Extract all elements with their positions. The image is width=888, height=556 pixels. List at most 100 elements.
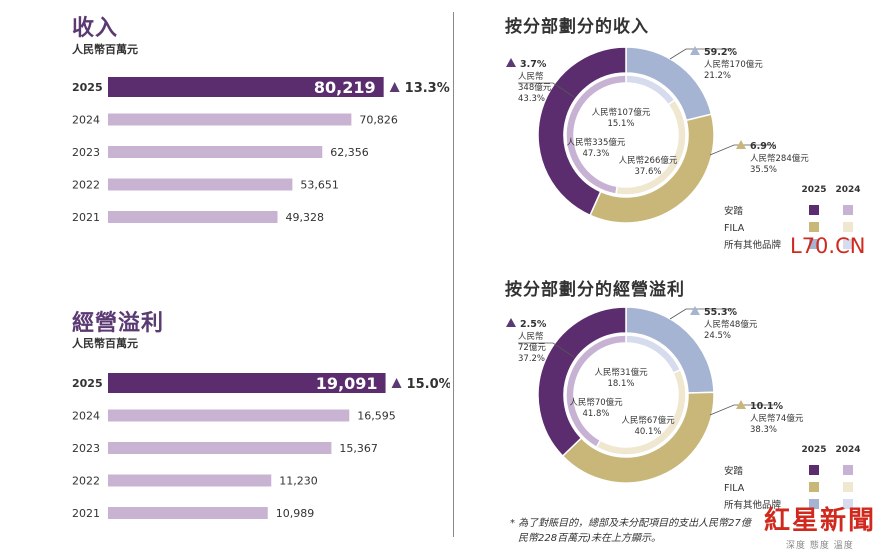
op-profit-value-label-2024: 16,595 [357,410,396,423]
seg-profit-legend-label-anta: 安踏 [724,465,744,477]
watermark-news: 紅星新聞 [764,506,877,536]
seg-profit-amount-other: 人民幣48億元 [704,319,758,330]
revenue-bar-2023 [108,146,323,158]
seg-revenue-amount2-anta: 348億元 [518,82,552,93]
seg-profit-legend-swatch-2025-other [809,499,819,509]
revenue-title: 收入 [72,16,119,41]
seg-profit-growth-arrow-icon-fila [736,400,746,409]
seg-profit-title: 按分部劃分的經營溢利 [505,280,685,300]
seg-revenue-growth-anta: 3.7% [520,59,547,70]
seg-profit-share-fila: 38.3% [750,425,777,435]
op-profit-year-label-2021: 2021 [72,507,100,520]
seg-profit-legend-swatch-2025-anta [809,465,819,475]
seg-profit-legend-swatch-2024-other [843,499,853,509]
seg-revenue-inner-share-anta: 47.3% [582,149,609,159]
seg-profit-inner-share-anta: 41.8% [582,409,609,419]
op-profit-bar-2023 [108,442,332,454]
footnote: * 為了對賬目的，總部及未分配項目的支出人民幣27億 民幣228百萬元)未在上方… [510,516,751,546]
revenue-value-label-2021: 49,328 [286,211,325,224]
revenue-value-label-2025: 80,219 [314,78,376,97]
seg-profit-share-anta: 37.2% [518,354,545,364]
op-profit-unit: 人民幣百萬元 [72,337,138,350]
footnote-line-1: * 為了對賬目的，總部及未分配項目的支出人民幣27億 [510,518,751,529]
op-profit-bar-2022 [108,474,272,487]
op-profit-bar-chart: 2025 19,091 15.0% 2024 16,595 2023 15,367 2022 1… [72,373,450,520]
seg-profit-inner-slice-anta [565,334,627,449]
seg-revenue-growth-fila: 6.9% [750,141,777,152]
seg-revenue-legend-year-2024: 2024 [835,185,860,195]
watermark-tagline: 深度 態度 溫度 [786,541,854,551]
revenue-growth-arrow-icon [389,82,400,92]
seg-revenue-outer-slice-anta [537,46,627,217]
seg-revenue-legend-swatch-2024-anta [843,205,853,215]
seg-profit-outer-slice-anta [537,306,627,458]
revenue-bar-2025 [108,77,384,97]
seg-revenue-legend-label-other: 所有其他品牌 [724,239,782,250]
seg-profit-legend-swatch-2024-fila [843,482,853,492]
seg-profit-leader-line-other [669,308,736,320]
revenue-value-label-2023: 62,356 [330,146,369,159]
op-profit-year-label-2023: 2023 [72,442,100,455]
seg-profit-inner-share-fila: 40.1% [634,427,661,437]
seg-revenue-legend-swatch-2024-other [843,239,853,249]
seg-revenue-legend-label-fila: FILA [724,223,745,234]
seg-profit-legend-label-fila: FILA [724,483,745,494]
seg-profit-legend-label-other: 所有其他品牌 [724,499,782,510]
op-profit-value-label-2021: 10,989 [276,507,315,520]
op-profit-value-label-2023: 15,367 [339,442,378,455]
seg-profit-share-other: 24.5% [704,331,731,341]
footnote-line-2: 民幣228百萬元)未在上方顯示。 [518,533,661,544]
op-profit-year-label-2025: 2025 [72,377,103,390]
seg-revenue-growth-arrow-icon-other [690,46,700,55]
seg-revenue-legend-label-anta: 安踏 [724,205,744,217]
seg-profit-inner-amount-other: 人民幣31億元 [594,367,648,378]
seg-revenue-share-fila: 35.5% [750,165,777,175]
seg-revenue-growth-other: 59.2% [704,47,737,58]
seg-profit-inner-amount-anta: 人民幣70億元 [569,397,623,408]
seg-revenue-inner-slice-anta [565,74,627,196]
seg-revenue-leader-line-fila [709,144,776,156]
seg-profit-legend-swatch-2024-anta [843,465,853,475]
revenue-year-label-2022: 2022 [72,179,100,192]
seg-revenue-amount-anta: 人民幣 [518,71,544,82]
revenue-bar-2021 [108,211,278,223]
revenue-year-label-2021: 2021 [72,211,100,224]
op-profit-year-label-2022: 2022 [72,475,100,488]
revenue-value-label-2022: 53,651 [300,179,339,192]
seg-revenue-amount-fila: 人民幣284億元 [750,153,809,164]
seg-revenue-amount-other: 人民幣170億元 [704,59,763,70]
op-profit-value-label-2022: 11,230 [279,475,318,488]
op-profit-value-label-2025: 19,091 [316,374,378,393]
seg-profit-leader-line-anta [518,342,575,358]
seg-profit-amount-anta: 人民幣 [518,331,544,342]
op-profit-title: 經營溢利 [72,311,165,336]
seg-revenue-inner-amount-anta: 人民幣335億元 [567,137,626,148]
seg-revenue-inner-amount-fila: 人民幣266億元 [619,155,678,166]
seg-revenue-inner-amount-other: 人民幣107億元 [592,107,651,118]
seg-revenue-legend-swatch-2024-fila [843,222,853,232]
seg-profit-legend-year-2025: 2025 [801,445,826,455]
revenue-year-label-2024: 2024 [72,114,100,127]
seg-revenue-inner-share-fila: 37.6% [634,167,661,177]
seg-revenue-share-other: 21.2% [704,71,731,81]
seg-profit-growth-arrow-icon-other [690,306,700,315]
column-divider [453,12,454,537]
seg-profit-inner-amount-fila: 人民幣67億元 [621,415,675,426]
seg-revenue-growth-arrow-icon-fila [736,140,746,149]
seg-profit-leader-line-fila [709,404,776,416]
revenue-bar-2022 [108,178,293,191]
seg-profit-amount-fila: 人民幣74億元 [750,413,804,424]
op-profit-growth-arrow-icon [391,378,402,388]
revenue-year-label-2023: 2023 [72,146,100,159]
seg-revenue-legend-swatch-2025-fila [809,222,819,232]
op-profit-bar-2025 [108,373,386,393]
op-profit-growth-label: 15.0% [407,377,450,392]
seg-revenue-legend-swatch-2025-anta [809,205,819,215]
seg-profit-growth-fila: 10.1% [750,401,783,412]
op-profit-bar-2024 [108,409,350,422]
seg-profit-legend-swatch-2025-fila [809,482,819,492]
seg-revenue-title: 按分部劃分的收入 [505,17,649,37]
revenue-year-label-2025: 2025 [72,81,103,94]
